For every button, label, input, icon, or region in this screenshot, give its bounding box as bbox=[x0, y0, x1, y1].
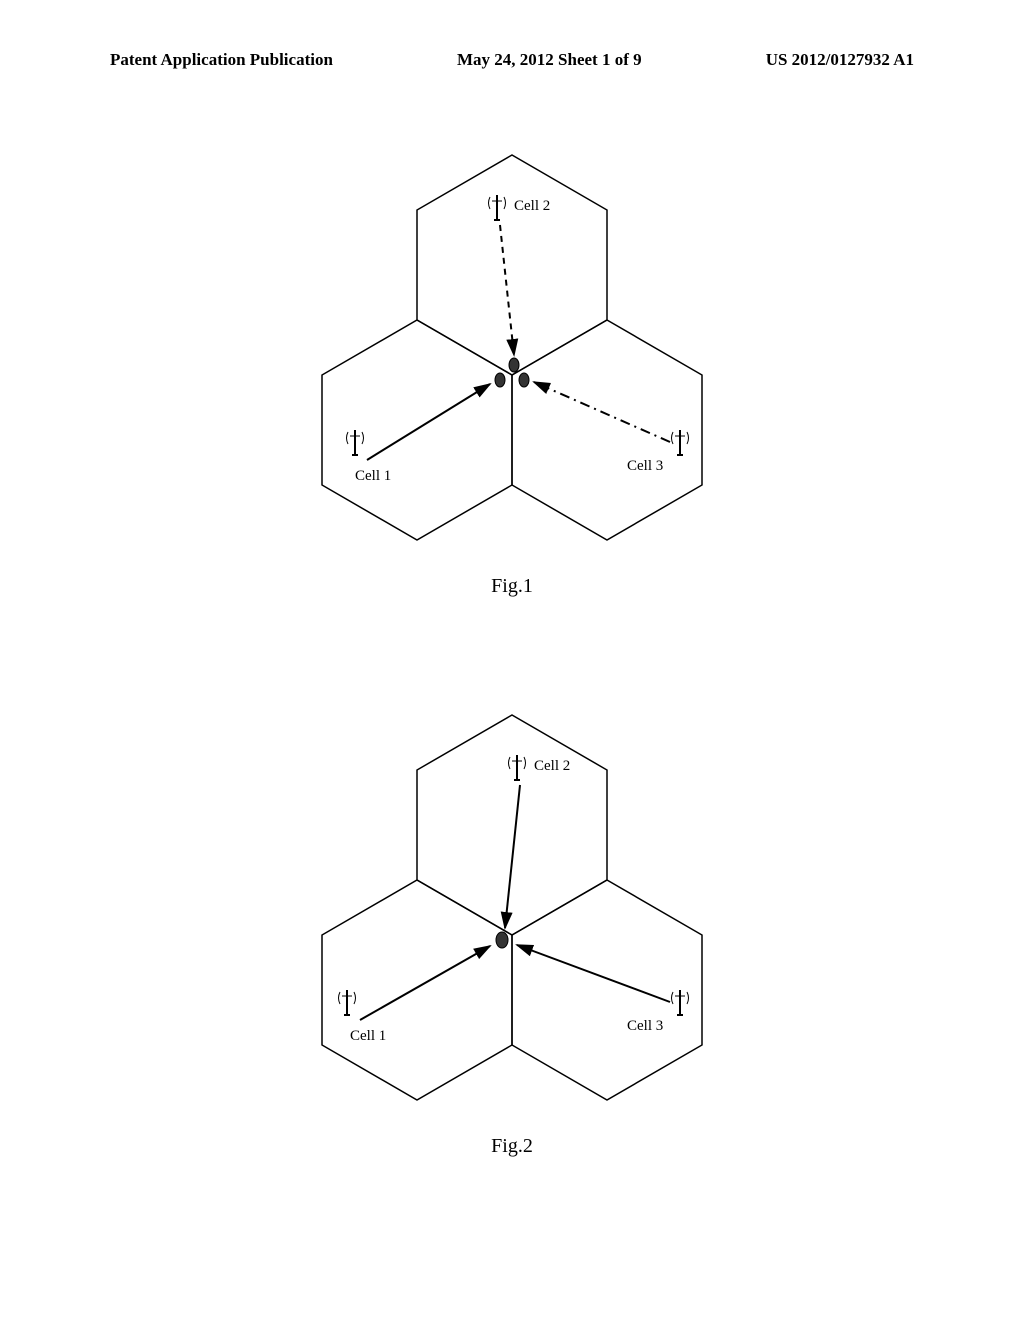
arrow-cell1-solid bbox=[367, 384, 490, 460]
mobile-device bbox=[496, 932, 508, 948]
header-left: Patent Application Publication bbox=[110, 50, 333, 70]
figure-1-container: Cell 2 Cell 1 Cell 3 bbox=[262, 140, 762, 598]
hex-cell-1 bbox=[322, 880, 512, 1100]
tower-cell-1 bbox=[339, 990, 356, 1015]
arrow-cell3-dashdot bbox=[534, 382, 670, 442]
mobile-device-1 bbox=[495, 373, 505, 387]
arrow-cell1 bbox=[360, 946, 490, 1020]
mobile-device-2 bbox=[509, 358, 519, 372]
arrow-cell2-dashed bbox=[500, 225, 514, 355]
arrow-cell3 bbox=[517, 945, 670, 1002]
mobile-device-3 bbox=[519, 373, 529, 387]
tower-cell-2 bbox=[509, 755, 526, 780]
label-cell-2: Cell 2 bbox=[514, 198, 550, 214]
label-cell-2: Cell 2 bbox=[534, 758, 570, 774]
hex-cell-2 bbox=[417, 155, 607, 375]
hex-cell-3 bbox=[512, 880, 702, 1100]
hex-cell-2 bbox=[417, 715, 607, 935]
figure-2-caption: Fig.2 bbox=[262, 1135, 762, 1158]
figure-2-svg: Cell 2 Cell 1 Cell 3 bbox=[262, 700, 762, 1120]
figure-1-svg: Cell 2 Cell 1 Cell 3 bbox=[262, 140, 762, 560]
tower-cell-2 bbox=[489, 195, 506, 220]
figure-2-container: Cell 2 Cell 1 Cell 3 Fig.2 bbox=[262, 700, 762, 1158]
tower-cell-1 bbox=[347, 430, 364, 455]
hex-cell-3 bbox=[512, 320, 702, 540]
label-cell-1: Cell 1 bbox=[350, 1028, 386, 1044]
tower-cell-3 bbox=[672, 990, 689, 1015]
label-cell-3: Cell 3 bbox=[627, 1018, 663, 1034]
tower-cell-3 bbox=[672, 430, 689, 455]
figure-1-caption: Fig.1 bbox=[262, 575, 762, 598]
header-right: US 2012/0127932 A1 bbox=[766, 50, 914, 70]
label-cell-3: Cell 3 bbox=[627, 458, 663, 474]
header-center: May 24, 2012 Sheet 1 of 9 bbox=[457, 50, 642, 70]
label-cell-1: Cell 1 bbox=[355, 468, 391, 484]
page-header: Patent Application Publication May 24, 2… bbox=[0, 50, 1024, 70]
arrow-cell2 bbox=[505, 785, 520, 928]
